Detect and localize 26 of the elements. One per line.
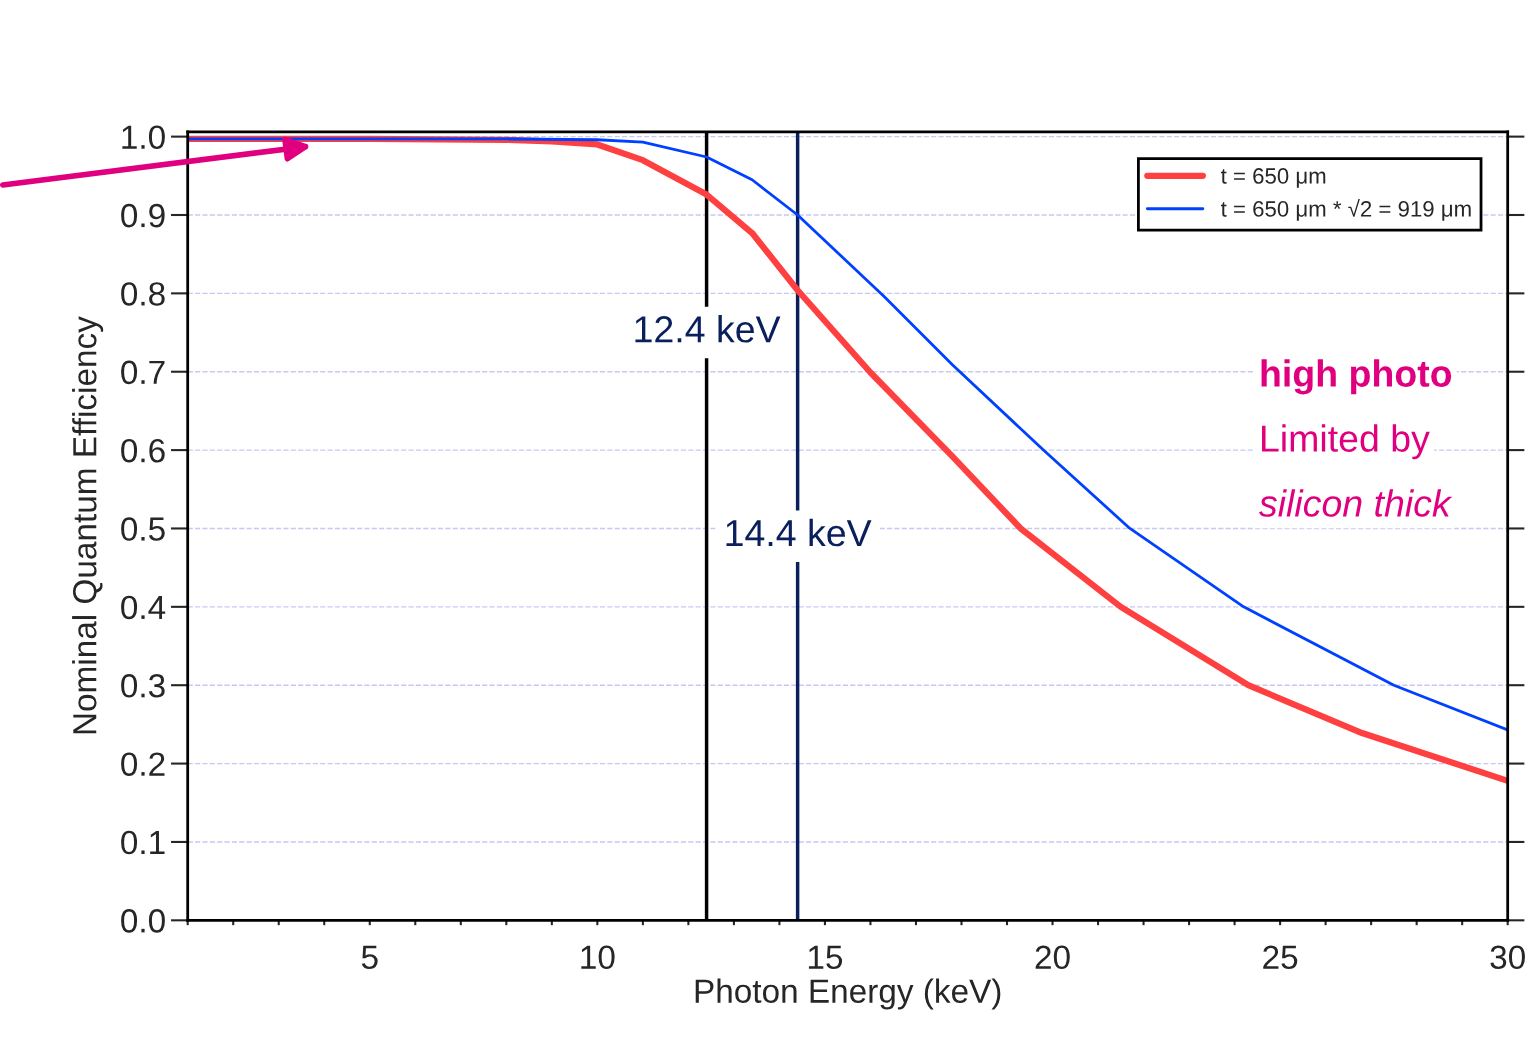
annotation: high photo: [1261, 359, 1452, 395]
y-tick-label: 0.4: [121, 595, 166, 620]
legend-label: t = 650 μm: [1220, 168, 1326, 188]
y-tick-label: 0.1: [121, 830, 165, 855]
y-tick-label: 0.8: [121, 282, 165, 306]
y-tick-label: 0.7: [121, 360, 165, 385]
y-tick-label: 0.5: [121, 517, 165, 541]
x-tick-label: 5: [361, 945, 378, 970]
x-tick-label: 30: [1490, 945, 1525, 970]
y-tick-label: 1.0: [122, 125, 165, 150]
x-tick-label: 15: [808, 945, 843, 970]
y-tick-label: 0.3: [121, 674, 165, 698]
annotation: Limited by: [1262, 424, 1430, 460]
x-axis-title: Photon Energy (keV): [695, 978, 1001, 1010]
y-tick-label: 0.6: [121, 438, 165, 463]
y-tick-label: 0.2: [121, 752, 165, 776]
y-tick-label: 0.0: [121, 909, 165, 933]
x-tick-label: 20: [1035, 945, 1070, 970]
x-tick-label: 25: [1263, 945, 1298, 970]
y-axis-title: Nominal Quantum Efficiency: [72, 316, 104, 734]
ref-line-label: 14.4 keV: [726, 518, 872, 547]
y-tick-label: 0.9: [121, 203, 165, 228]
ref-line-label: 12.4 keV: [635, 315, 781, 343]
annotation: silicon thick: [1259, 489, 1453, 517]
legend-label: t = 650 μm * √2 = 919 μm: [1220, 198, 1471, 221]
x-tick-label: 10: [581, 945, 615, 970]
